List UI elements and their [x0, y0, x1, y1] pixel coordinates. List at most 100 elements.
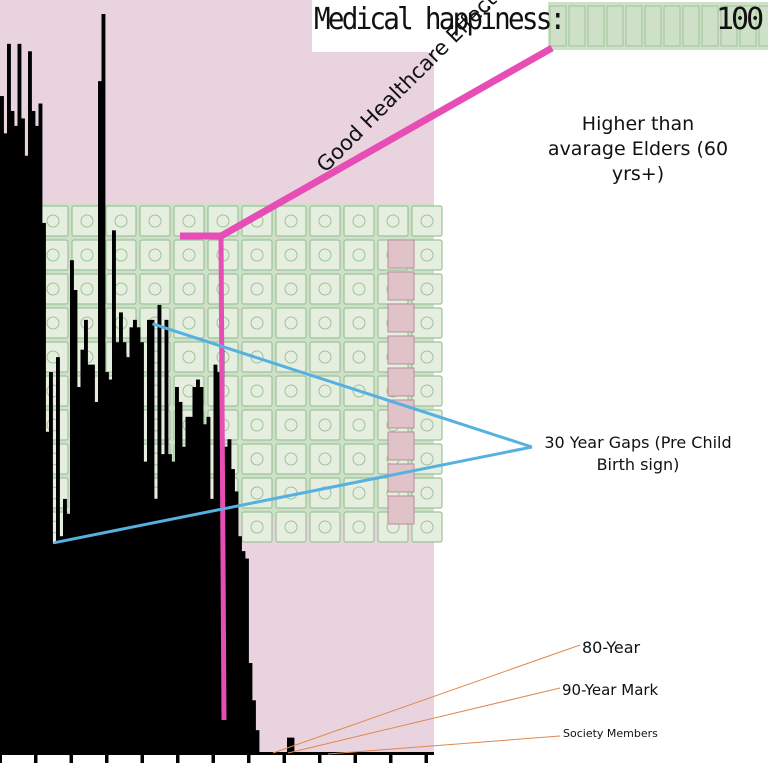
age-slot	[321, 755, 354, 763]
bar	[175, 387, 179, 760]
age-slot	[179, 755, 212, 763]
bar	[38, 103, 43, 760]
bar	[31, 110, 36, 761]
grid-tile-dot	[318, 452, 332, 466]
grid-tile-dot	[284, 452, 298, 466]
bar	[206, 416, 211, 760]
grid-tile	[309, 511, 341, 543]
grid-tile	[343, 341, 375, 373]
age-slot	[37, 755, 70, 763]
grid-tile-dot	[284, 214, 298, 228]
bar	[245, 558, 249, 760]
grid-tile-dot	[46, 316, 60, 330]
grid-tile-dot	[46, 282, 60, 296]
age-slot	[144, 755, 176, 763]
grid-tile-dot	[318, 282, 332, 296]
grid-tile-dot	[352, 486, 366, 500]
grid-tile-dot	[352, 248, 366, 262]
grid-tile	[343, 239, 375, 271]
year-gaps-note: 30 Year Gaps (Pre Child Birth sign)	[544, 433, 732, 474]
header-tile	[606, 5, 624, 47]
grid-tile	[411, 375, 443, 407]
grid-tile-dot	[420, 316, 434, 330]
grid-tile-pink	[387, 495, 415, 525]
mark-80-line	[272, 644, 581, 754]
grid-tile	[105, 273, 137, 305]
bar	[241, 551, 246, 760]
bar	[35, 125, 39, 760]
header-tile	[625, 5, 643, 47]
bar	[77, 387, 81, 760]
grid-tile-dot	[46, 214, 60, 228]
bar	[73, 290, 78, 760]
grid-tile	[411, 205, 443, 237]
grid-tile-dot	[318, 384, 332, 398]
grid-tile	[173, 273, 205, 305]
grid-tile-dot	[80, 282, 94, 296]
grid-tile	[309, 477, 341, 509]
grid-tile	[241, 375, 273, 407]
grid-tile-dot	[352, 520, 366, 534]
grid-tile	[71, 239, 103, 271]
grid-tile-dot	[250, 418, 264, 432]
grid-tile	[275, 511, 307, 543]
grid-tile-dot	[420, 520, 434, 534]
grid-tile-dot	[420, 486, 434, 500]
grid-tile-dot	[352, 452, 366, 466]
header-tile	[701, 5, 719, 47]
age-slot	[250, 755, 283, 763]
bar	[59, 536, 64, 760]
bar	[203, 424, 207, 760]
grid-tile	[275, 205, 307, 237]
age-slot	[108, 755, 141, 763]
grid-tile-dot	[352, 282, 366, 296]
grid-tile	[105, 205, 137, 237]
grid-tile	[309, 307, 341, 339]
age-slot	[392, 755, 425, 763]
grid-tile	[241, 307, 273, 339]
bar	[147, 319, 151, 760]
grid-tile	[309, 443, 341, 475]
grid-tile-dot	[420, 214, 434, 228]
grid-tile-dot	[386, 214, 400, 228]
grid-tile	[411, 341, 443, 373]
grid-tile-dot	[250, 520, 264, 534]
grid-tile	[241, 273, 273, 305]
grid-tile-pink	[387, 367, 415, 397]
grid-tile-dot	[148, 282, 162, 296]
grid-tile-pink	[387, 463, 415, 493]
header-tile	[720, 5, 738, 47]
bar	[161, 454, 165, 760]
grid-tile	[241, 511, 273, 543]
grid-tile	[173, 307, 205, 339]
grid-tile-dot	[352, 316, 366, 330]
grid-tile	[343, 409, 375, 441]
header-tile	[739, 5, 757, 47]
grid-tile	[105, 239, 137, 271]
grid-tile	[241, 409, 273, 441]
grid-tile-pink	[387, 431, 415, 461]
grid-tile	[139, 273, 171, 305]
grid-tile-dot	[420, 350, 434, 364]
grid-tile	[275, 307, 307, 339]
grid-tile-dot	[182, 316, 196, 330]
grid-tile	[309, 341, 341, 373]
header-tile	[682, 5, 700, 47]
bar	[185, 416, 190, 760]
bar	[63, 498, 67, 760]
grid-tile-dot	[318, 316, 332, 330]
grid-tile	[411, 307, 443, 339]
grid-tile	[139, 205, 171, 237]
medical-happiness-label: Medical happiness:	[314, 2, 566, 37]
bar	[52, 543, 57, 760]
grid-tile	[343, 307, 375, 339]
grid-tile-dot	[250, 486, 264, 500]
grid-tile	[275, 375, 307, 407]
grid-tile-dot	[318, 248, 332, 262]
bar	[91, 364, 95, 760]
eighty-year-note: 80-Year	[582, 638, 641, 657]
grid-tile-dot	[250, 452, 264, 466]
bar	[168, 454, 172, 760]
grid-tile	[173, 239, 205, 271]
